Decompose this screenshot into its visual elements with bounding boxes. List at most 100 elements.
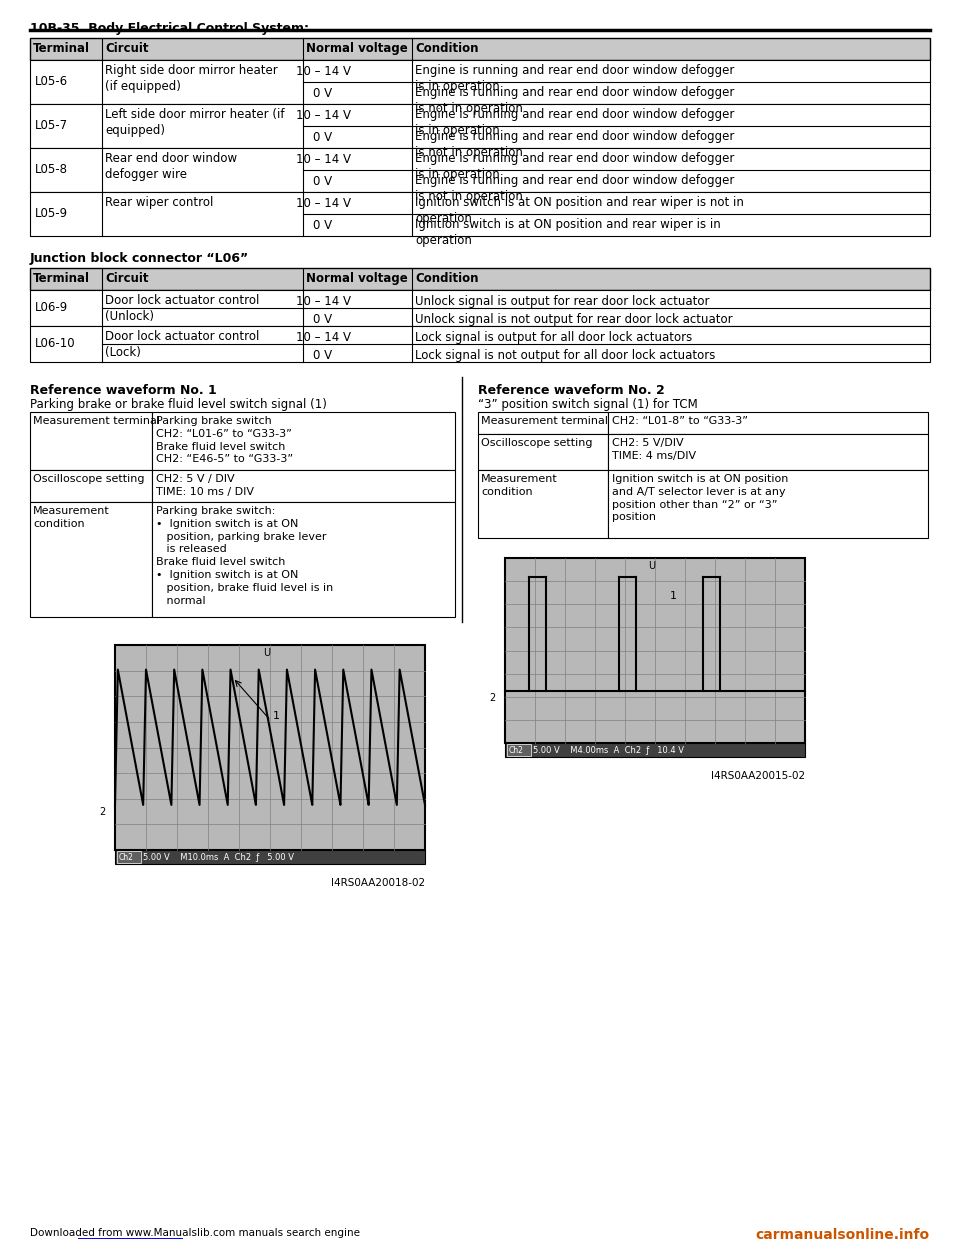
- Text: I4RS0AA20015-02: I4RS0AA20015-02: [710, 771, 805, 781]
- Bar: [478, 412, 608, 433]
- Text: Ch2: Ch2: [509, 746, 524, 755]
- Bar: [30, 60, 930, 104]
- Text: 10B-35  Body Electrical Control System:: 10B-35 Body Electrical Control System:: [30, 22, 309, 35]
- Text: Lock signal is not output for all door lock actuators: Lock signal is not output for all door l…: [415, 349, 715, 361]
- Bar: [152, 412, 455, 469]
- Bar: [507, 744, 531, 756]
- Text: Terminal: Terminal: [33, 272, 90, 284]
- Text: Engine is running and rear end door window defogger
is in operation: Engine is running and rear end door wind…: [415, 65, 734, 93]
- Text: Condition: Condition: [415, 42, 478, 55]
- Text: 0 V: 0 V: [313, 313, 332, 325]
- Text: Ignition switch is at ON position and rear wiper is in
operation: Ignition switch is at ON position and re…: [415, 219, 721, 247]
- Text: 10 – 14 V: 10 – 14 V: [296, 296, 350, 308]
- Text: Engine is running and rear end door window defogger
is not in operation: Engine is running and rear end door wind…: [415, 174, 734, 202]
- Text: 0 V: 0 V: [313, 87, 332, 101]
- Text: 10 – 14 V: 10 – 14 V: [296, 109, 350, 122]
- Text: Junction block connector “L06”: Junction block connector “L06”: [30, 252, 250, 265]
- Text: Parking brake or brake fluid level switch signal (1): Parking brake or brake fluid level switc…: [30, 397, 326, 411]
- Bar: [30, 502, 152, 617]
- Text: Measurement
condition: Measurement condition: [33, 505, 109, 529]
- Text: 5.00 V    M10.0ms  A  Ch2  ƒ   5.00 V: 5.00 V M10.0ms A Ch2 ƒ 5.00 V: [143, 853, 294, 862]
- Text: 10 – 14 V: 10 – 14 V: [296, 197, 350, 210]
- Text: L05-7: L05-7: [35, 119, 68, 132]
- Bar: [30, 268, 930, 289]
- Bar: [608, 469, 928, 538]
- Bar: [608, 433, 928, 469]
- Text: 0 V: 0 V: [313, 219, 332, 232]
- Text: L05-9: L05-9: [35, 207, 68, 220]
- Bar: [117, 851, 141, 863]
- Bar: [30, 39, 930, 60]
- Text: L06-10: L06-10: [35, 337, 76, 350]
- Text: Measurement terminal: Measurement terminal: [33, 416, 160, 426]
- Bar: [115, 645, 425, 850]
- Text: Measurement
condition: Measurement condition: [481, 474, 558, 497]
- Text: CH2: “L01-8” to “G33-3”: CH2: “L01-8” to “G33-3”: [612, 416, 748, 426]
- Text: Condition: Condition: [415, 272, 478, 284]
- Text: Engine is running and rear end door window defogger
is in operation: Engine is running and rear end door wind…: [415, 108, 734, 137]
- Text: 5.00 V    M4.00ms  A  Ch2  ƒ   10.4 V: 5.00 V M4.00ms A Ch2 ƒ 10.4 V: [533, 746, 684, 755]
- Text: Reference waveform No. 1: Reference waveform No. 1: [30, 384, 217, 397]
- Text: Reference waveform No. 2: Reference waveform No. 2: [478, 384, 664, 397]
- Text: Left side door mirror heater (if
equipped): Left side door mirror heater (if equippe…: [105, 108, 284, 137]
- Text: 2: 2: [99, 807, 105, 817]
- Text: 1: 1: [273, 710, 279, 720]
- Bar: [30, 469, 152, 502]
- Text: 0 V: 0 V: [313, 349, 332, 361]
- Text: Downloaded from www.Manualslib.com manuals search engine: Downloaded from www.Manualslib.com manua…: [30, 1228, 360, 1238]
- Bar: [30, 325, 930, 361]
- Bar: [30, 193, 930, 236]
- Text: Engine is running and rear end door window defogger
is in operation: Engine is running and rear end door wind…: [415, 152, 734, 181]
- Text: Ch2: Ch2: [119, 853, 133, 862]
- Bar: [478, 469, 608, 538]
- Text: 10 – 14 V: 10 – 14 V: [296, 153, 350, 166]
- Text: L05-8: L05-8: [35, 163, 68, 176]
- Text: U: U: [648, 561, 656, 571]
- Bar: [608, 412, 928, 433]
- Text: 2: 2: [489, 693, 495, 703]
- Text: I4RS0AA20018-02: I4RS0AA20018-02: [331, 878, 425, 888]
- Text: Door lock actuator control
(Unlock): Door lock actuator control (Unlock): [105, 294, 259, 323]
- Text: Unlock signal is not output for rear door lock actuator: Unlock signal is not output for rear doo…: [415, 313, 732, 325]
- Bar: [505, 558, 805, 743]
- Text: L06-9: L06-9: [35, 301, 68, 314]
- Text: Normal voltage: Normal voltage: [306, 272, 408, 284]
- Text: Ignition switch is at ON position and rear wiper is not in
operation: Ignition switch is at ON position and re…: [415, 196, 744, 225]
- Bar: [505, 743, 805, 758]
- Bar: [152, 502, 455, 617]
- Text: Engine is running and rear end door window defogger
is not in operation: Engine is running and rear end door wind…: [415, 86, 734, 116]
- Bar: [30, 289, 930, 325]
- Text: Oscilloscope setting: Oscilloscope setting: [481, 438, 592, 448]
- Text: Measurement terminal: Measurement terminal: [481, 416, 608, 426]
- Text: Lock signal is output for all door lock actuators: Lock signal is output for all door lock …: [415, 332, 692, 344]
- Bar: [115, 850, 425, 864]
- Text: Ignition switch is at ON position
and A/T selector lever is at any
position othe: Ignition switch is at ON position and A/…: [612, 474, 788, 523]
- Text: “3” position switch signal (1) for TCM: “3” position switch signal (1) for TCM: [478, 397, 698, 411]
- Text: Rear end door window
defogger wire: Rear end door window defogger wire: [105, 152, 237, 181]
- Text: 0 V: 0 V: [313, 130, 332, 144]
- Text: Right side door mirror heater
(if equipped): Right side door mirror heater (if equipp…: [105, 65, 277, 93]
- Text: Rear wiper control: Rear wiper control: [105, 196, 213, 209]
- Text: Normal voltage: Normal voltage: [306, 42, 408, 55]
- Text: Circuit: Circuit: [105, 42, 149, 55]
- Text: Engine is running and rear end door window defogger
is not in operation: Engine is running and rear end door wind…: [415, 130, 734, 159]
- Text: Unlock signal is output for rear door lock actuator: Unlock signal is output for rear door lo…: [415, 296, 709, 308]
- Bar: [30, 104, 930, 148]
- Text: 10 – 14 V: 10 – 14 V: [296, 332, 350, 344]
- Text: CH2: 5 V/DIV
TIME: 4 ms/DIV: CH2: 5 V/DIV TIME: 4 ms/DIV: [612, 438, 696, 461]
- Text: Terminal: Terminal: [33, 42, 90, 55]
- Text: CH2: 5 V / DIV
TIME: 10 ms / DIV: CH2: 5 V / DIV TIME: 10 ms / DIV: [156, 474, 254, 497]
- Text: Parking brake switch
CH2: “L01-6” to “G33-3”
Brake fluid level switch
CH2: “E46-: Parking brake switch CH2: “L01-6” to “G3…: [156, 416, 293, 465]
- Text: U: U: [263, 648, 271, 658]
- Bar: [30, 148, 930, 193]
- Text: carmanualsonline.info: carmanualsonline.info: [756, 1228, 930, 1242]
- Text: Parking brake switch:
•  Ignition switch is at ON
   position, parking brake lev: Parking brake switch: • Ignition switch …: [156, 505, 333, 606]
- Text: Door lock actuator control
(Lock): Door lock actuator control (Lock): [105, 330, 259, 359]
- Text: 10 – 14 V: 10 – 14 V: [296, 65, 350, 78]
- Text: 1: 1: [670, 591, 677, 601]
- Text: Circuit: Circuit: [105, 272, 149, 284]
- Bar: [30, 412, 152, 469]
- Text: Oscilloscope setting: Oscilloscope setting: [33, 474, 145, 484]
- Text: 0 V: 0 V: [313, 175, 332, 188]
- Bar: [478, 433, 608, 469]
